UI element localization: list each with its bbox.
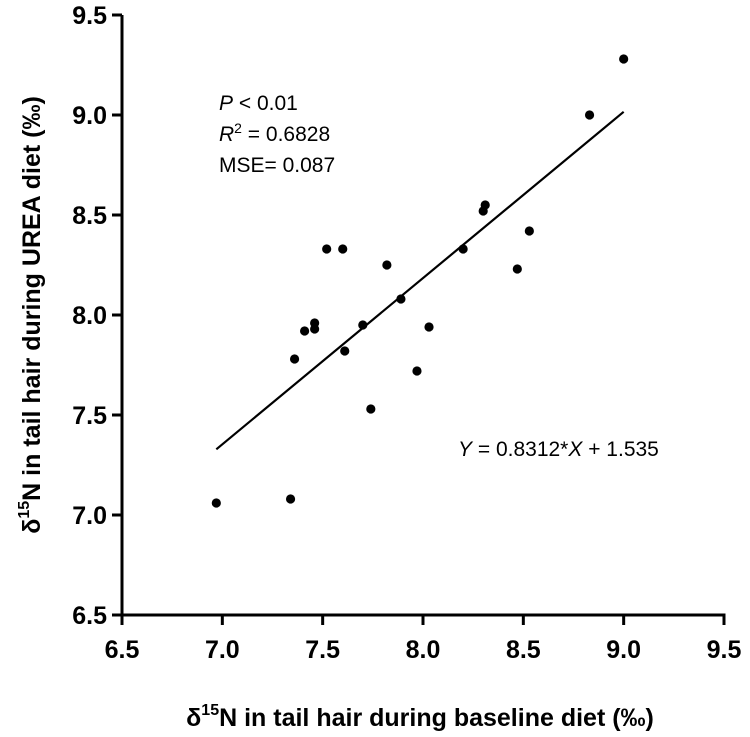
data-point [340, 346, 350, 356]
x-tick-labels: 6.5 7.0 7.5 8.0 8.5 9.0 9.5 [105, 636, 742, 664]
data-point [366, 404, 376, 414]
y-tick-label: 9.0 [72, 102, 107, 130]
x-tick-label: 6.5 [105, 636, 140, 664]
data-point [289, 354, 300, 364]
x-axis-title-sup: 15 [201, 702, 219, 719]
data-point [285, 494, 296, 504]
r2-var: R [219, 123, 234, 146]
eq-x: X [567, 438, 583, 461]
p-rest: < 0.01 [233, 92, 298, 115]
y-tick-label: 8.5 [72, 202, 107, 230]
y-tick-labels: 6.5 7.0 7.5 8.0 8.5 9.0 9.5 [72, 2, 107, 630]
y-tick-label: 6.5 [72, 602, 107, 630]
x-axis-title-prefix: δ [186, 704, 201, 732]
y-axis-title-sup: 15 [16, 501, 33, 519]
r2-sup: 2 [234, 120, 242, 136]
r-squared-annotation: R2 = 0.6828 [219, 120, 330, 146]
data-point [412, 366, 422, 376]
x-tick-label: 7.5 [305, 636, 340, 664]
eq-y: Y [458, 438, 474, 461]
x-tick-label: 9.0 [606, 636, 641, 664]
x-tick-label: 8.0 [406, 636, 441, 664]
x-tick-label: 7.0 [205, 636, 240, 664]
y-axis-title-rest: N in tail hair during UREA diet (‰) [18, 96, 46, 501]
y-tick-label: 9.5 [72, 2, 107, 30]
y-axis-title: δ15N in tail hair during UREA diet (‰) [16, 96, 46, 534]
data-point [310, 324, 320, 334]
r2-rest: = 0.6828 [242, 123, 330, 146]
data-point [424, 322, 434, 332]
data-point [524, 226, 534, 236]
eq-mid: = 0.8312* [472, 438, 568, 461]
data-points [211, 54, 629, 508]
axes [120, 15, 726, 617]
data-point [396, 294, 406, 304]
x-axis-title: δ15N in tail hair during baseline diet (… [186, 702, 654, 732]
mse-annotation: MSE= 0.087 [219, 154, 335, 177]
p-value-annotation: P < 0.01 [219, 92, 298, 115]
y-tick-label: 8.0 [72, 302, 107, 330]
regression-line [215, 110, 625, 451]
y-tick-label: 7.0 [72, 502, 107, 530]
data-point [584, 110, 595, 120]
y-tick-label: 7.5 [72, 402, 107, 430]
regression-line-group [215, 110, 625, 451]
data-point [322, 244, 332, 254]
data-point [211, 498, 221, 508]
x-tick-label: 8.5 [506, 636, 541, 664]
data-point [358, 320, 368, 330]
p-var: P [219, 92, 233, 115]
data-point [338, 244, 348, 254]
y-axis-title-prefix: δ [18, 519, 46, 534]
data-point [619, 54, 629, 64]
x-axis-title-rest: N in tail hair during baseline diet (‰) [219, 704, 654, 732]
data-point [458, 244, 468, 254]
data-point [300, 326, 310, 336]
data-point [382, 260, 392, 270]
x-tick-label: 9.5 [707, 636, 742, 664]
data-point [512, 264, 522, 274]
regression-equation: Y = 0.8312*X + 1.535 [458, 438, 659, 461]
tick-marks [112, 13, 726, 625]
eq-rest: + 1.535 [582, 438, 658, 461]
data-point [480, 200, 490, 210]
